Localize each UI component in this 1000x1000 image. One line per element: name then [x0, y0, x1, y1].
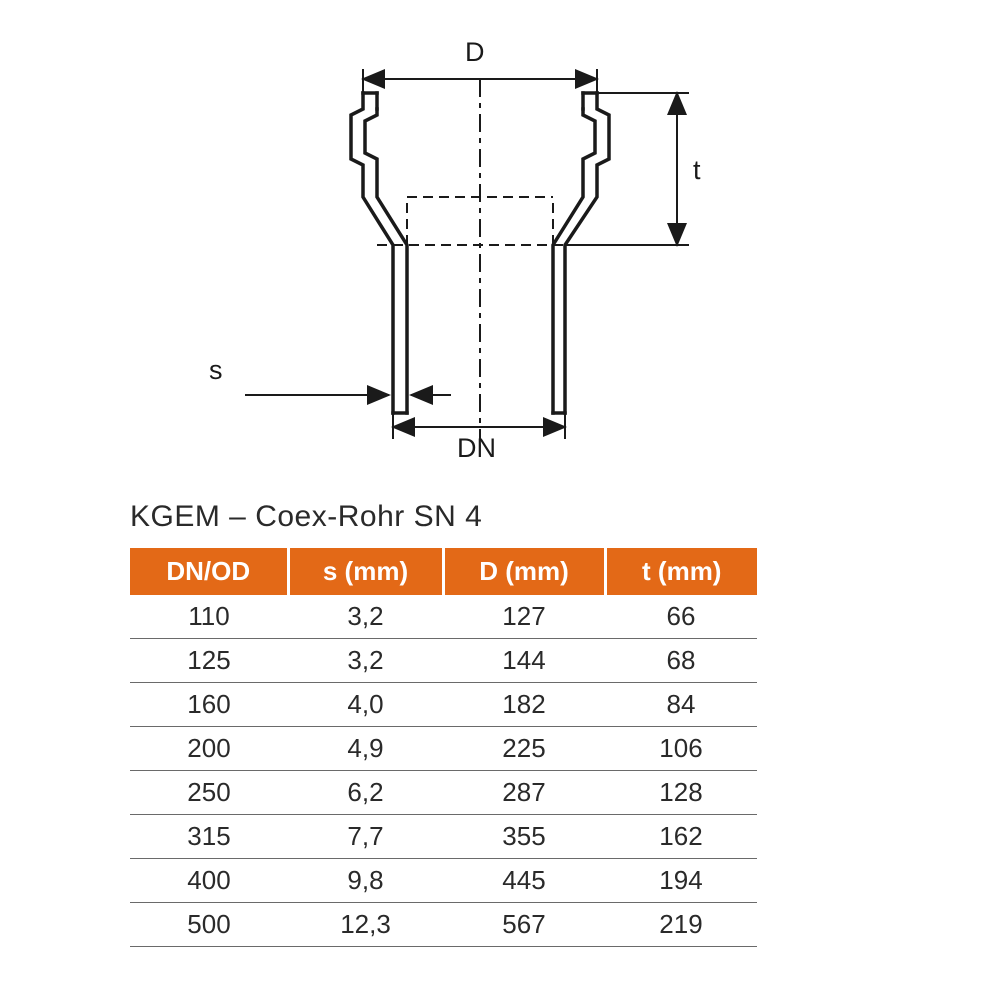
cell-s: 7,7: [288, 815, 443, 859]
dim-label-D: D: [465, 37, 485, 68]
cell-dn: 160: [130, 683, 288, 727]
cell-t: 194: [605, 859, 757, 903]
cell-D: 355: [443, 815, 605, 859]
cell-D: 445: [443, 859, 605, 903]
cell-s: 4,0: [288, 683, 443, 727]
cell-s: 9,8: [288, 859, 443, 903]
table-row: 110 3,2 127 66: [130, 595, 757, 639]
diagram-svg: [165, 35, 725, 465]
cell-dn: 500: [130, 903, 288, 947]
dim-label-t: t: [693, 155, 701, 186]
cell-dn: 110: [130, 595, 288, 639]
spec-table: DN/OD s (mm) D (mm) t (mm) 110 3,2 127 6…: [130, 548, 757, 947]
cell-D: 127: [443, 595, 605, 639]
table-row: 500 12,3 567 219: [130, 903, 757, 947]
cell-dn: 400: [130, 859, 288, 903]
cell-D: 144: [443, 639, 605, 683]
table-row: 125 3,2 144 68: [130, 639, 757, 683]
cell-t: 106: [605, 727, 757, 771]
dim-label-s: s: [209, 355, 223, 386]
cell-D: 567: [443, 903, 605, 947]
dim-label-DN: DN: [457, 433, 496, 464]
cell-s: 12,3: [288, 903, 443, 947]
table-body: 110 3,2 127 66 125 3,2 144 68 160 4,0 18…: [130, 595, 757, 947]
cell-t: 66: [605, 595, 757, 639]
table-row: 250 6,2 287 128: [130, 771, 757, 815]
table-row: 400 9,8 445 194: [130, 859, 757, 903]
cell-s: 3,2: [288, 639, 443, 683]
cell-dn: 200: [130, 727, 288, 771]
cell-s: 4,9: [288, 727, 443, 771]
cell-t: 162: [605, 815, 757, 859]
pipe-cross-section-diagram: D t s DN: [165, 35, 725, 465]
cell-D: 287: [443, 771, 605, 815]
col-header-dn: DN/OD: [130, 548, 288, 595]
cell-dn: 250: [130, 771, 288, 815]
table-title: KGEM – Coex-Rohr SN 4: [130, 500, 482, 534]
cell-dn: 315: [130, 815, 288, 859]
table-row: 200 4,9 225 106: [130, 727, 757, 771]
cell-dn: 125: [130, 639, 288, 683]
cell-s: 3,2: [288, 595, 443, 639]
cell-t: 84: [605, 683, 757, 727]
cell-D: 182: [443, 683, 605, 727]
col-header-t: t (mm): [605, 548, 757, 595]
cell-D: 225: [443, 727, 605, 771]
table-row: 160 4,0 182 84: [130, 683, 757, 727]
cell-t: 68: [605, 639, 757, 683]
cell-t: 219: [605, 903, 757, 947]
table-header-row: DN/OD s (mm) D (mm) t (mm): [130, 548, 757, 595]
cell-s: 6,2: [288, 771, 443, 815]
col-header-D: D (mm): [443, 548, 605, 595]
cell-t: 128: [605, 771, 757, 815]
col-header-s: s (mm): [288, 548, 443, 595]
table-row: 315 7,7 355 162: [130, 815, 757, 859]
